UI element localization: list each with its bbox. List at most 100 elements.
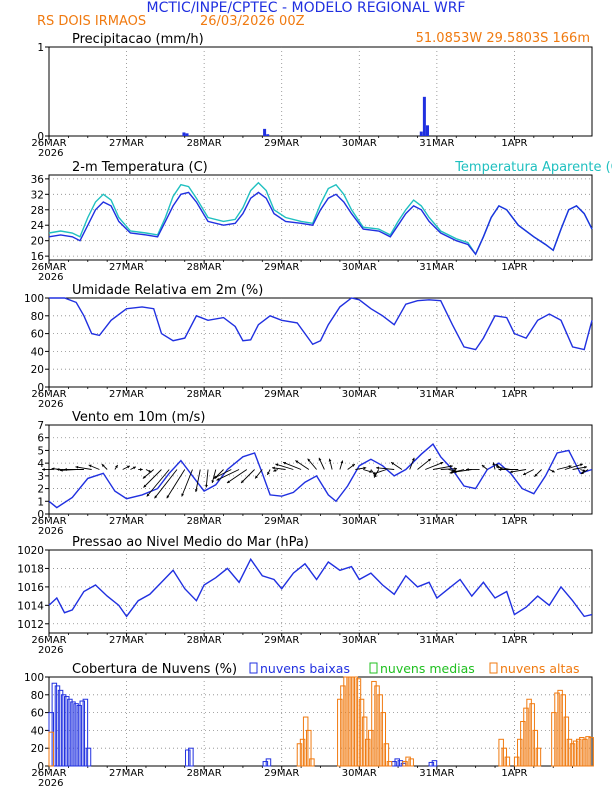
legend-swatch (249, 662, 258, 674)
wind-vector (376, 467, 395, 470)
precip-bar (263, 128, 267, 136)
y-tick-label: 0 (37, 761, 44, 773)
wind-vector-head (154, 495, 158, 499)
cloud-high-bar (306, 729, 312, 767)
x-tick-label: 30MAR (342, 138, 377, 149)
wind-vector-head (101, 464, 105, 467)
plot-frame (48, 676, 593, 767)
wind-vector-head (391, 462, 395, 465)
cloud-high-bar (355, 678, 362, 767)
y-tick-label: 4 (37, 458, 44, 470)
x-tick-label: 29MAR (264, 516, 299, 527)
x-year-label: 2026 (38, 148, 63, 159)
wind-vector-head (194, 489, 198, 492)
precip-bar (422, 96, 426, 136)
cloud-high-bar (377, 694, 383, 767)
x-tick-label: 29MAR (264, 635, 299, 646)
wind-vector-head (216, 477, 220, 481)
panel-2: 16 20 24 28 32 36 26MAR 27MAR 28MAR 29MAR 30MAR 31M… (31, 160, 612, 283)
cloud-low-bar (57, 689, 64, 767)
wind-vector-head (523, 472, 527, 476)
x-tick-label: 1APR (501, 262, 527, 273)
x-year-label: 2026 (38, 645, 63, 656)
wind-vector-head (449, 471, 453, 474)
cloud-high-bar (569, 743, 576, 767)
x-tick-label: 31MAR (419, 262, 454, 273)
cloud-low-bar (391, 761, 397, 767)
wind-vector (154, 469, 178, 499)
cloud-high-bar (557, 689, 563, 767)
x-tick-label: 27MAR (109, 635, 144, 646)
wind-vector-head (440, 461, 444, 465)
x-tick-label: 28MAR (187, 516, 222, 527)
y-tick-label: 60 (31, 708, 44, 720)
wind-vector-head (496, 465, 500, 469)
precip-bar (182, 132, 186, 136)
wind-vector-head (142, 475, 146, 479)
wind-vector-head (64, 468, 67, 471)
header-title: MCTIC/INPE/CPTEC - MODELO REGIONAL WRF (147, 0, 466, 16)
panels: 0 1 26MAR 27MAR 28MAR 29MAR 30MAR 31MAR 1APR 2026… (17, 32, 612, 789)
y-tick-label: 1020 (17, 545, 44, 557)
wind-vector-head (372, 471, 376, 475)
wind-vector-head (376, 466, 379, 470)
cloud-high-bar (309, 758, 315, 767)
wind-vector (143, 469, 162, 488)
x-year-label: 2026 (38, 399, 63, 410)
x-tick-label: 31MAR (419, 389, 454, 400)
station-coords: 51.0853W 29.5803S 166m (416, 31, 590, 46)
legend-swatch (489, 662, 498, 674)
wind-vector-head (115, 465, 118, 468)
cloud-high-bar (405, 756, 411, 767)
cloud-low-bar (51, 682, 58, 767)
plot-frame (48, 549, 593, 634)
plot-frame (48, 174, 593, 261)
cloud-high-bar (358, 698, 365, 767)
wind-vector-head (492, 462, 496, 466)
y-tick-label: 1 (37, 42, 44, 54)
wind-vector (226, 469, 248, 484)
station-name: RS DOIS IRMAOS (37, 14, 146, 29)
wind-vector-head (318, 457, 322, 461)
wind-vector-head (509, 470, 513, 474)
y-tick-label: 80 (31, 690, 44, 702)
x-tick-label: 28MAR (187, 262, 222, 273)
y-tick-label: 40 (31, 725, 44, 737)
wind-vector-head (551, 469, 555, 473)
wind-vector (453, 469, 472, 473)
precip-bar (425, 125, 429, 136)
cloud-high-bar (554, 692, 560, 767)
wind-vector (75, 466, 92, 470)
wind-vector-head (340, 460, 344, 464)
panel-title: Umidade Relativa em 2m (%) (72, 283, 263, 298)
wind-vector-head (283, 461, 287, 465)
y-tick-label: 100 (24, 293, 44, 305)
cloud-high-bar (504, 756, 511, 767)
wind-vector-head (143, 484, 147, 488)
wind-vector-head (363, 466, 367, 470)
cloud-high-bar (408, 758, 414, 767)
legend-entry: nuvens medias (380, 661, 475, 676)
panel-title: Vento em 10m (m/s) (72, 410, 205, 425)
series-line-temperatura-aparente (48, 181, 593, 256)
x-tick-label: 29MAR (264, 138, 299, 149)
x-tick-label: 26MAR (31, 635, 66, 646)
cloud-low-bar (70, 701, 76, 767)
wind-vector (240, 469, 255, 484)
series-line-pressao (48, 557, 593, 618)
cloud-high-bar (535, 747, 542, 767)
wind-vector (216, 469, 240, 481)
cloud-high-bar (585, 736, 591, 767)
x-tick-label: 29MAR (264, 389, 299, 400)
y-tick-label: 60 (31, 329, 44, 341)
y-tick-label: 0 (37, 382, 44, 394)
x-tick-label: 27MAR (109, 262, 144, 273)
x-tick-label: 1APR (501, 138, 527, 149)
y-tick-label: 1018 (17, 563, 44, 575)
panel-1: 0 1 26MAR 27MAR 28MAR 29MAR 30MAR 31MAR 1APR 2026… (31, 32, 593, 159)
x-year-label: 2026 (38, 272, 63, 283)
cloud-high-bar (563, 716, 570, 767)
cloud-high-bar (402, 761, 408, 767)
wind-vector-head (140, 468, 143, 471)
